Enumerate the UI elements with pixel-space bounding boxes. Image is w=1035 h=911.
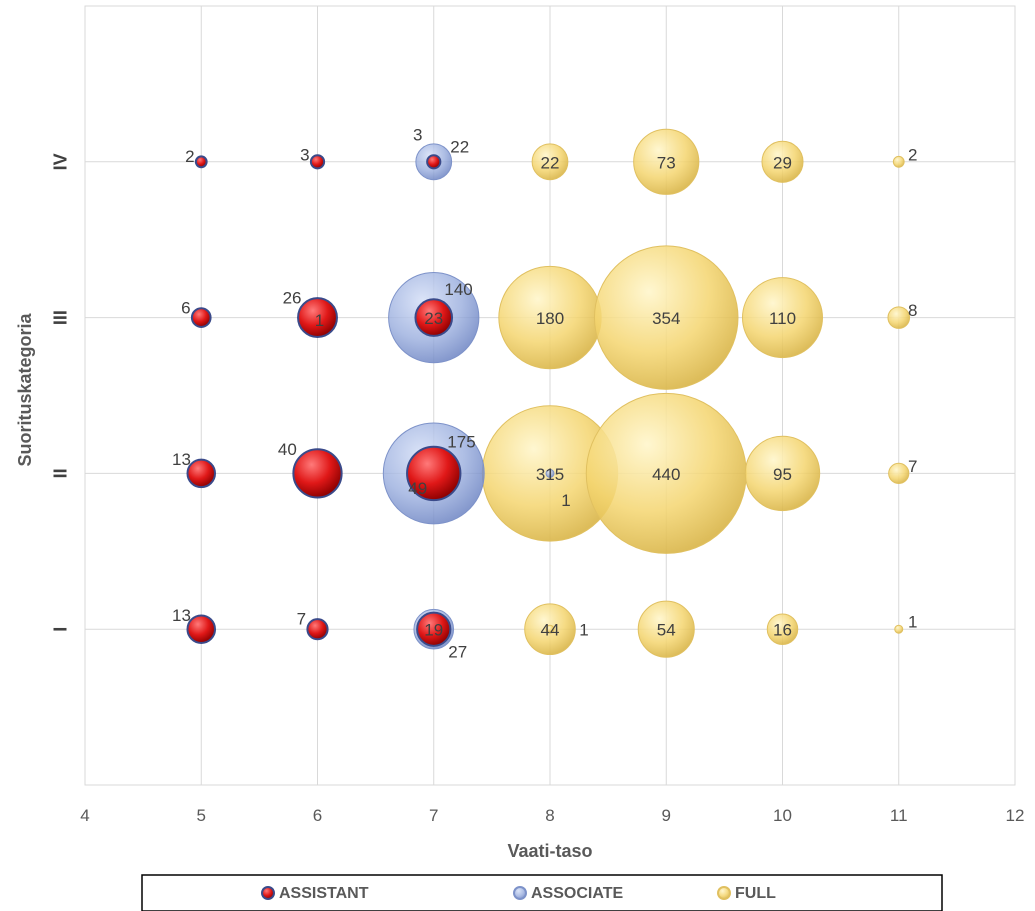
y-axis-title: Suorituskategoria xyxy=(15,312,35,466)
legend-marker-full xyxy=(717,886,731,900)
grid xyxy=(84,5,1016,786)
data-label-associate: 22 xyxy=(450,137,469,156)
bubble-full xyxy=(892,155,905,168)
bubble-full xyxy=(888,462,910,484)
data-label-assistant: 23 xyxy=(424,309,443,328)
data-label-full: 1 xyxy=(908,613,917,632)
x-tick-label: 10 xyxy=(773,806,792,825)
x-tick-label: 4 xyxy=(80,806,89,825)
data-label-assistant: 19 xyxy=(424,621,443,640)
x-tick-label: 8 xyxy=(545,806,554,825)
x-tick-label: 6 xyxy=(313,806,322,825)
data-label-full: 1 xyxy=(579,621,588,640)
data-label-full: 7 xyxy=(908,457,917,476)
bubble-assistant xyxy=(426,154,442,170)
data-label-full: 73 xyxy=(657,153,676,172)
data-label-full: 95 xyxy=(773,465,792,484)
data-label-full: 16 xyxy=(773,621,792,640)
bubble-assistant xyxy=(406,445,462,502)
bubble-assistant xyxy=(416,611,452,647)
data-label-full: 22 xyxy=(541,153,560,172)
data-label-full: 2 xyxy=(908,145,917,164)
data-label-associate: 1 xyxy=(561,491,570,510)
bubble-assistant xyxy=(186,614,217,644)
data-label-assistant: 7 xyxy=(297,610,306,629)
bubble-full xyxy=(894,624,904,634)
bubble-full xyxy=(593,245,739,390)
legend-label-associate: ASSOCIATE xyxy=(531,885,623,902)
bubble-assistant xyxy=(297,297,338,339)
data-label-full: 29 xyxy=(773,153,792,172)
data-label-assistant: 49 xyxy=(408,479,427,498)
bubble-assistant xyxy=(194,155,208,169)
data-label-assistant: 13 xyxy=(172,450,191,469)
data-label-assistant: 3 xyxy=(413,125,422,144)
bubble-associate xyxy=(545,468,555,478)
data-label-associate: 140 xyxy=(444,280,472,299)
bubble-assistant xyxy=(414,298,454,337)
bubble-full xyxy=(744,435,821,512)
data-label-full: 54 xyxy=(657,621,676,640)
legend-box xyxy=(141,874,943,911)
data-label-full: 315 xyxy=(536,465,564,484)
bubble-assistant xyxy=(186,458,217,489)
bubbles xyxy=(186,128,911,658)
bubble-full xyxy=(761,140,804,183)
bubble-full xyxy=(633,128,700,195)
x-tick-label: 12 xyxy=(1006,806,1025,825)
data-label-full: 8 xyxy=(908,301,917,320)
x-axis-title: Vaati-taso xyxy=(507,841,592,861)
y-tick-label: I xyxy=(51,627,71,632)
data-label-assistant: 2 xyxy=(185,147,194,166)
data-label-assistant: 40 xyxy=(278,440,297,459)
x-tick-label: 11 xyxy=(890,806,908,825)
legend-label-assistant: ASSISTANT xyxy=(279,885,369,902)
x-tick-label: 9 xyxy=(662,806,671,825)
data-label-associate: 175 xyxy=(447,433,475,452)
bubble-full xyxy=(742,277,823,359)
data-label-assistant: 13 xyxy=(172,606,191,625)
bubble-full xyxy=(637,600,695,658)
data-label-full: 354 xyxy=(652,309,680,328)
bubble-full xyxy=(531,143,569,181)
x-tick-label: 5 xyxy=(197,806,206,825)
data-label-assistant: 6 xyxy=(181,299,190,318)
data-label-full: 180 xyxy=(536,309,564,328)
x-tick-label: 7 xyxy=(429,806,438,825)
data-label-full: 440 xyxy=(652,465,680,484)
legend: ASSISTANT ASSOCIATE FULL xyxy=(141,874,943,911)
legend-label-full: FULL xyxy=(735,885,776,902)
data-label-assistant: 26 xyxy=(283,289,302,308)
axes: 4 5 6 7 8 9 10 11 12IIIIIIIVVaati-tasoSuorituska… xyxy=(15,153,1025,861)
data-label-assistant: 3 xyxy=(300,146,309,165)
data-label-full: 44 xyxy=(541,621,560,640)
bubble-full xyxy=(887,306,911,329)
bubble-assistant xyxy=(190,307,212,328)
bubble-assistant xyxy=(292,448,343,499)
y-tick-label: II xyxy=(51,468,71,478)
legend-marker-associate xyxy=(513,886,527,900)
bubble-full xyxy=(545,624,555,634)
legend-marker-assistant xyxy=(261,886,275,900)
data-label-associate: 27 xyxy=(448,643,467,662)
bubble-assistant xyxy=(306,618,329,641)
bubble-assistant xyxy=(309,154,326,170)
data-label-full: 110 xyxy=(769,309,796,328)
y-tick-label: IV xyxy=(51,153,71,170)
data-label-associate: 1 xyxy=(315,311,324,330)
y-tick-label: III xyxy=(51,310,71,325)
bubble-full xyxy=(766,613,799,645)
